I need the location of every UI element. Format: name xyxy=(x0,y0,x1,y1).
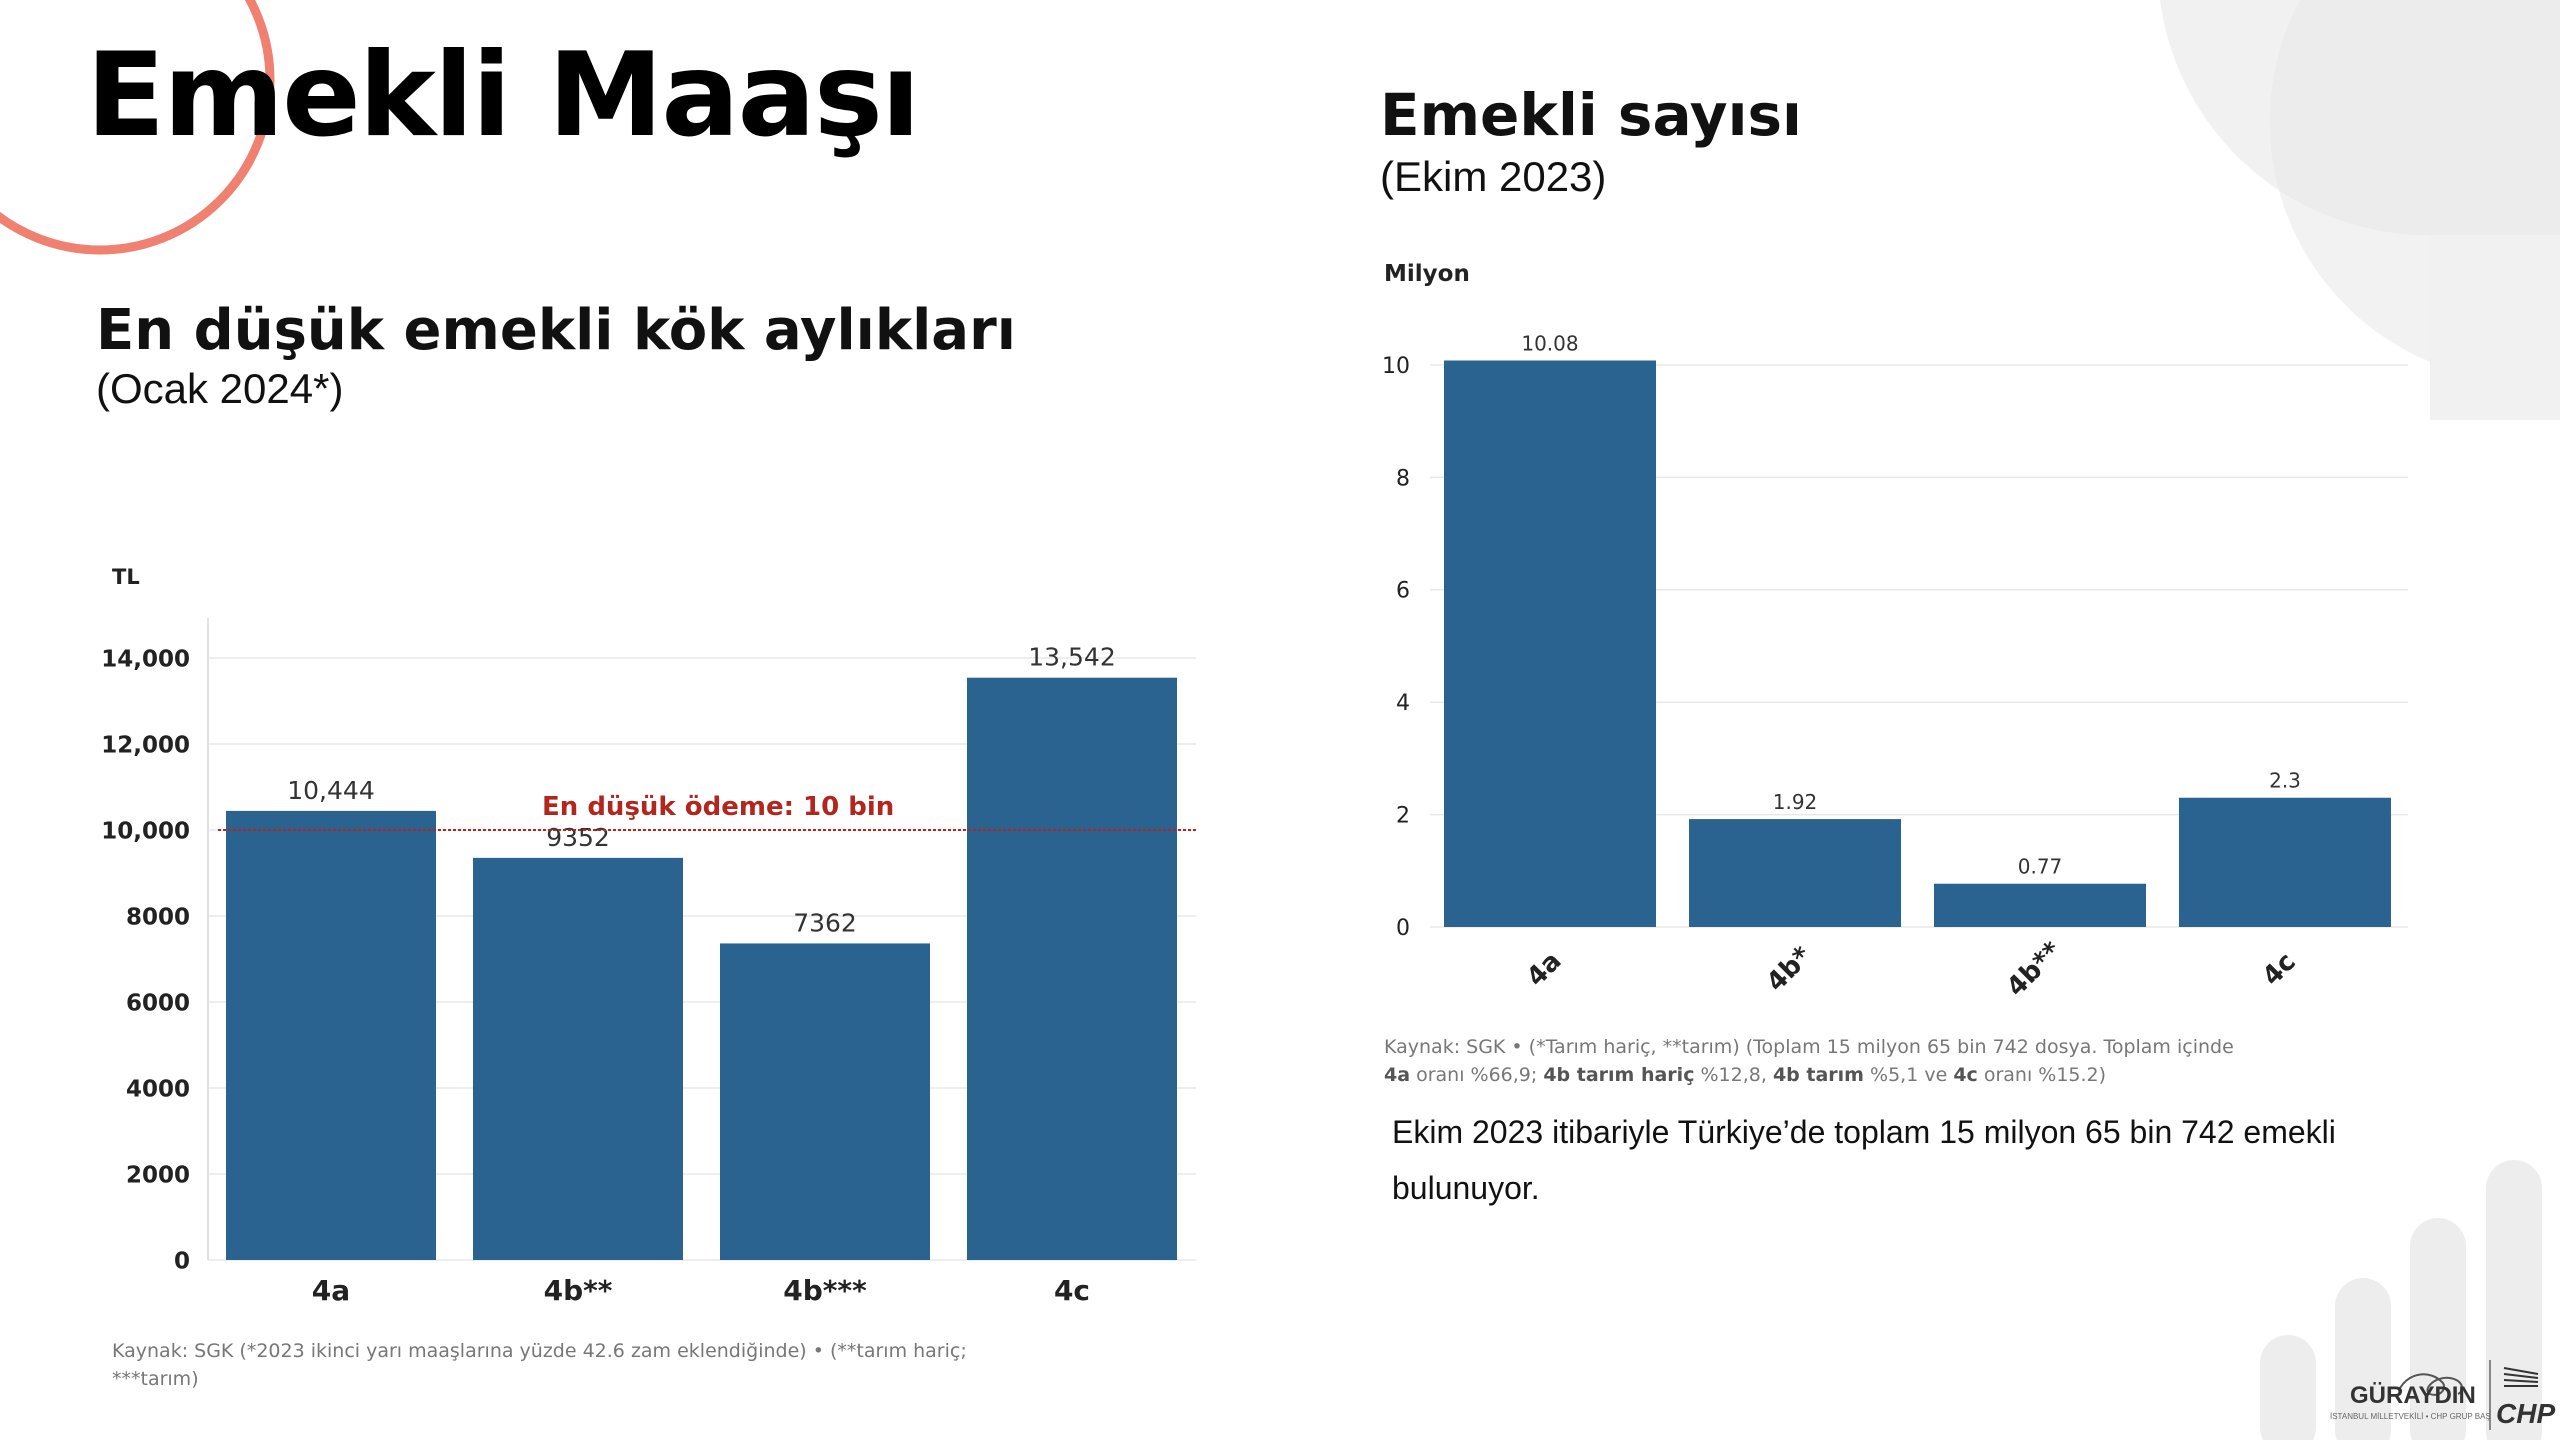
source-part: 4b tarım hariç xyxy=(1543,1063,1695,1086)
source-part: Kaynak: SGK • (*Tarım hariç, **tarım) (T… xyxy=(1384,1036,2234,1058)
category-label: 4a xyxy=(312,1274,350,1307)
y-tick-label: 8 xyxy=(1396,466,1410,491)
y-tick-label: 2000 xyxy=(126,1162,190,1188)
data-label: 9352 xyxy=(546,823,610,852)
logo-caption: İSTANBUL MİLLETVEKİLİ • CHP GRUP BAŞKANV… xyxy=(2330,1412,2490,1421)
right-chart-subtitle: (Ekim 2023) xyxy=(1380,153,1607,200)
politician-party-logo: GÜRAYDIN CHP İSTANBUL MİLLETVEKİLİ • CHP… xyxy=(2330,1352,2560,1440)
y-tick-label: 8000 xyxy=(126,904,190,930)
y-tick-label: 4000 xyxy=(126,1076,190,1102)
y-axis-unit: Milyon xyxy=(1384,261,1470,287)
category-label: 4b** xyxy=(2001,936,2068,1003)
y-tick-label: 6 xyxy=(1396,579,1410,604)
data-label: 2.3 xyxy=(2269,769,2301,793)
source-part: 4a xyxy=(1384,1063,1411,1086)
data-label: 7362 xyxy=(793,908,857,937)
bar-4a xyxy=(1444,360,1656,927)
y-tick-label: 0 xyxy=(174,1248,190,1274)
y-tick-label: 12,000 xyxy=(101,732,190,758)
data-label: 10.08 xyxy=(1521,332,1578,356)
source-part: 4c xyxy=(1953,1063,1978,1086)
party-arrows-icon xyxy=(2503,1367,2539,1387)
left-chart-source: Kaynak: SGK (*2023 ikinci yarı maaşların… xyxy=(112,1340,967,1390)
category-label: 4b*** xyxy=(783,1274,867,1307)
y-tick-label: 14,000 xyxy=(101,646,190,672)
decorative-gray-shapes xyxy=(2140,0,2560,420)
reference-line-label: En düşük ödeme: 10 bin xyxy=(542,792,894,822)
y-axis-unit: TL xyxy=(112,565,140,589)
logo-party: CHP xyxy=(2496,1398,2556,1429)
source-part: oranı %66,9; xyxy=(1410,1063,1544,1086)
source-part: 4b tarım xyxy=(1772,1063,1864,1086)
data-label: 13,542 xyxy=(1028,643,1115,672)
right-chart-note: Ekim 2023 itibariyle Türkiye’de toplam 1… xyxy=(1392,1114,2336,1206)
category-label: 4c xyxy=(1054,1274,1090,1307)
bar-4b* xyxy=(1689,819,1901,927)
y-tick-label: 6000 xyxy=(126,990,190,1016)
slide-title: Emekli Maaşı xyxy=(86,28,921,163)
bar-4b** xyxy=(473,857,683,1260)
bar-4b** xyxy=(1934,883,2146,927)
source-part: %5,1 ve xyxy=(1863,1063,1954,1086)
source-part: %12,8, xyxy=(1694,1063,1773,1086)
signature-mark xyxy=(2399,1360,2491,1430)
decorative-circle-outline xyxy=(0,0,275,255)
data-label: 10,444 xyxy=(287,776,374,805)
y-tick-label: 4 xyxy=(1396,691,1410,716)
right-chart-title: Emekli sayısı xyxy=(1380,81,1802,149)
source-part: oranı %15.2) xyxy=(1977,1063,2107,1086)
right-chart-source: Kaynak: SGK • (*Tarım hariç, **tarım) (T… xyxy=(1384,1034,2244,1089)
category-label: 4b* xyxy=(1761,941,1818,998)
category-label: 4c xyxy=(2257,947,2302,992)
y-tick-label: 0 xyxy=(1396,916,1410,941)
data-label: 1.92 xyxy=(1773,790,1818,814)
category-label: 4a xyxy=(1521,946,1567,992)
left-chart-title: En düşük emekli kök aylıkları xyxy=(96,298,1016,363)
data-label: 0.77 xyxy=(2018,855,2063,879)
left-chart-subtitle: (Ocak 2024*) xyxy=(96,365,344,412)
bar-4c xyxy=(967,677,1177,1260)
y-tick-label: 2 xyxy=(1396,804,1410,829)
y-tick-label: 10,000 xyxy=(101,818,190,844)
bar-4c xyxy=(2179,797,2391,927)
category-label: 4b** xyxy=(544,1274,613,1307)
logo-name: GÜRAYDIN xyxy=(2350,1382,2476,1409)
decorative-gray-pillars xyxy=(2260,1160,2542,1440)
y-tick-label: 10 xyxy=(1382,354,1410,379)
bar-4a xyxy=(226,810,436,1260)
bar-4b*** xyxy=(720,943,930,1260)
